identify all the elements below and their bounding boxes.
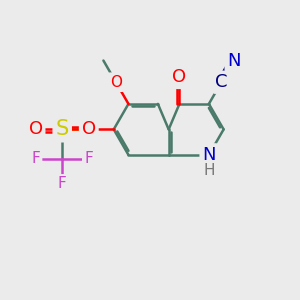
Text: F: F <box>58 176 67 191</box>
Text: O: O <box>82 120 96 138</box>
Text: S: S <box>56 119 69 140</box>
Text: O: O <box>172 68 187 86</box>
Text: F: F <box>84 151 93 166</box>
Text: H: H <box>203 163 214 178</box>
Text: O: O <box>28 120 43 138</box>
Text: N: N <box>202 146 216 164</box>
Text: O: O <box>82 120 96 138</box>
Text: N: N <box>227 52 241 70</box>
Text: F: F <box>31 151 40 166</box>
Text: O: O <box>110 75 122 90</box>
Text: C: C <box>215 73 228 91</box>
